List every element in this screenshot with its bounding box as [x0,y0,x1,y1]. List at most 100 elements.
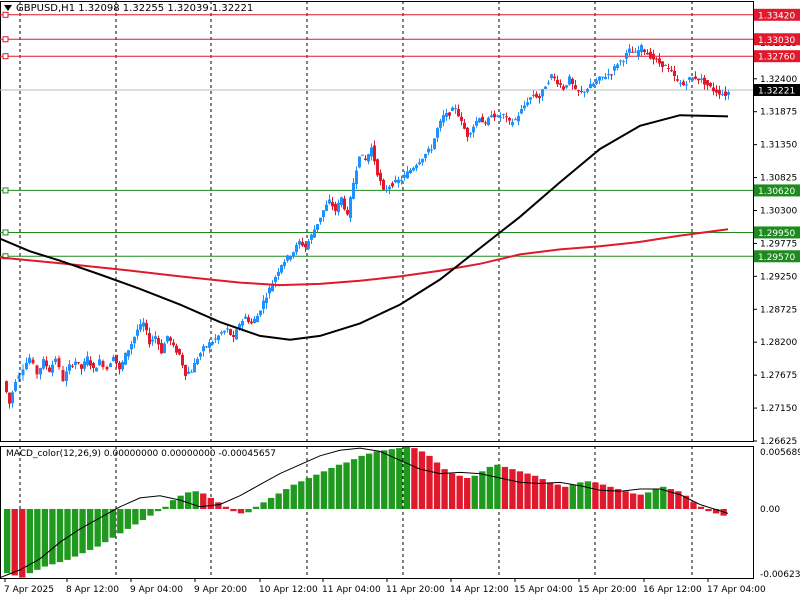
bear-candle [48,367,51,372]
bear-candle [580,91,583,93]
bull-candle [436,128,439,138]
bull-candle [358,156,361,168]
macd-bar-rising [192,491,199,509]
bear-candle [658,58,661,64]
bear-candle [334,203,337,211]
bull-candle [265,297,268,304]
macd-bar-rising [117,508,124,534]
macd-bar-falling [516,471,524,509]
bear-candle [382,179,385,190]
bull-candle [238,324,241,330]
bull-candle [268,287,271,294]
bull-candle [499,116,502,118]
resistance-level-tag [754,33,800,46]
bull-candle [325,204,328,211]
macd-y-label: 0.00 [760,505,780,515]
macd-bar-falling [562,486,569,509]
macd-bar-falling [433,462,441,509]
bull-candle [313,229,316,238]
bull-candle [544,86,547,89]
bull-candle [202,346,205,352]
bull-candle [274,277,277,282]
bull-candle [98,359,101,366]
macd-bar-falling [448,473,456,509]
y-tick-label: 1.32400 [760,75,797,85]
bull-candle [451,107,454,111]
macd-bar-rising [569,484,576,509]
bull-candle [54,358,57,362]
bull-candle [142,322,145,327]
y-tick-label: 1.29775 [760,239,797,249]
bear-candle [80,364,83,369]
bull-candle [475,121,478,126]
x-tick-label: 11 Apr 04:00 [322,585,381,595]
bull-candle [223,330,226,333]
bull-candle [166,335,169,342]
bear-candle [553,76,556,79]
bear-candle [145,323,148,331]
bull-candle [256,315,259,323]
macd-bar-rising [290,484,297,509]
bear-candle [535,93,538,98]
bear-candle [697,78,700,81]
bull-candle [403,174,406,178]
x-tick-label: 15 Apr 20:00 [578,585,637,595]
bull-candle [688,77,691,80]
bull-candle [406,171,409,179]
macd-bar-rising [660,486,667,509]
bear-candle [379,172,382,181]
macd-bar-falling [237,508,245,514]
ma-slow-line [0,228,729,287]
resistance-level-tag-label: 1.32760 [758,53,795,63]
dropdown-triangle-icon[interactable] [4,5,12,11]
x-tick-label: 9 Apr 20:00 [194,585,247,595]
bear-candle [694,76,697,79]
bear-candle [670,70,673,72]
x-tick-label: 10 Apr 12:00 [259,585,318,595]
bull-candle [187,371,190,374]
support-level-tag-label: 1.30620 [758,187,795,197]
macd-bar-falling [426,455,433,509]
bull-candle [271,283,274,292]
bull-candle [418,162,421,165]
macd-bar-rising [169,500,177,509]
bear-candle [631,51,634,53]
bull-candle [286,255,289,261]
bear-candle [178,349,181,355]
x-tick-label: 15 Apr 04:00 [514,585,573,595]
macd-bar-rising [366,453,373,509]
bull-candle [277,271,280,276]
bull-candle [583,91,586,93]
bear-candle [71,365,74,367]
bull-candle [442,115,445,123]
bull-candle [340,197,343,205]
bull-candle [487,117,490,126]
macd-bar-falling [501,466,509,509]
macd-bar-rising [358,455,365,509]
bear-candle [247,317,250,322]
bear-candle [466,127,469,137]
macd-bar-falling [705,508,712,512]
resistance-level-tag-label: 1.33420 [758,11,795,21]
macd-bar-rising [94,508,101,547]
macd-bar-falling [222,506,230,509]
macd-bar-falling [697,506,705,509]
macd-bar-rising [109,508,116,538]
bull-candle [109,363,112,368]
macd-bar-rising [245,508,252,513]
macd-bar-rising [396,448,403,509]
macd-bar-falling [690,502,697,509]
bull-candle [550,74,553,79]
bear-candle [571,78,574,84]
bull-candle [409,170,412,174]
y-tick-label: 1.26625 [760,437,797,447]
bull-candle [526,102,529,106]
macd-bar-rising [147,508,154,516]
bear-candle [574,85,577,89]
bear-candle [655,58,658,60]
bull-candle [490,115,493,118]
bear-candle [8,392,11,404]
bull-candle [616,64,619,69]
